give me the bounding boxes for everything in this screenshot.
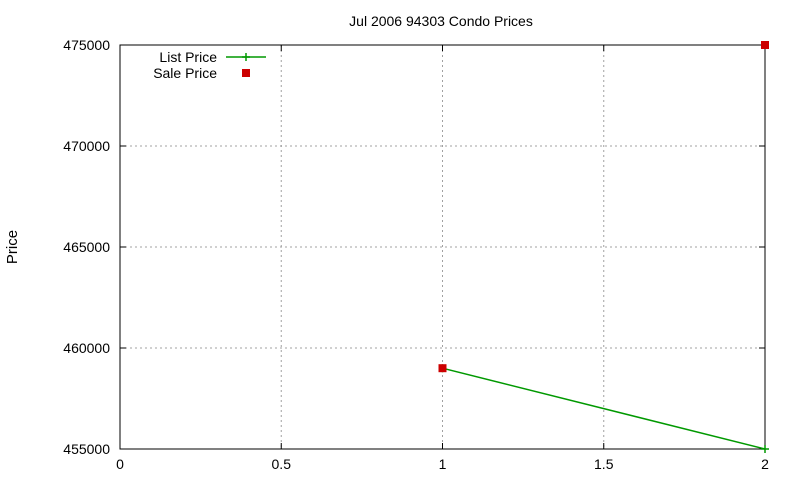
grid-lines <box>120 45 765 449</box>
x-tick-label: 2 <box>761 456 769 472</box>
legend-swatch-marker <box>242 53 250 61</box>
series-sale-price <box>438 41 769 373</box>
y-tick-label: 470000 <box>63 138 110 154</box>
data-point <box>761 445 769 453</box>
chart-title: Jul 2006 94303 Condo Prices <box>349 13 533 29</box>
legend-item: List Price <box>159 49 266 65</box>
legend-swatch-marker <box>242 69 250 77</box>
data-point <box>438 364 447 373</box>
x-tick-label: 0 <box>116 456 124 472</box>
y-axis-label: Price <box>4 230 21 264</box>
legend-label: Sale Price <box>153 65 217 81</box>
y-tick-label: 460000 <box>63 340 110 356</box>
x-tick-label: 1.5 <box>594 456 614 472</box>
series-layer <box>438 41 769 453</box>
x-tick-label: 0.5 <box>272 456 292 472</box>
legend-label: List Price <box>159 49 217 65</box>
legend-item: Sale Price <box>153 65 250 81</box>
x-tick-label: 1 <box>439 456 447 472</box>
y-tick-label: 465000 <box>63 239 110 255</box>
y-tick-label: 455000 <box>63 441 110 457</box>
y-tick-label: 475000 <box>63 37 110 53</box>
series-list-price <box>438 364 769 453</box>
data-point <box>761 41 769 49</box>
series-line <box>442 367 766 450</box>
axis-ticks: 0 0.5 1 1.5 2 455000 460000 465000 470000 475000 <box>63 37 769 472</box>
